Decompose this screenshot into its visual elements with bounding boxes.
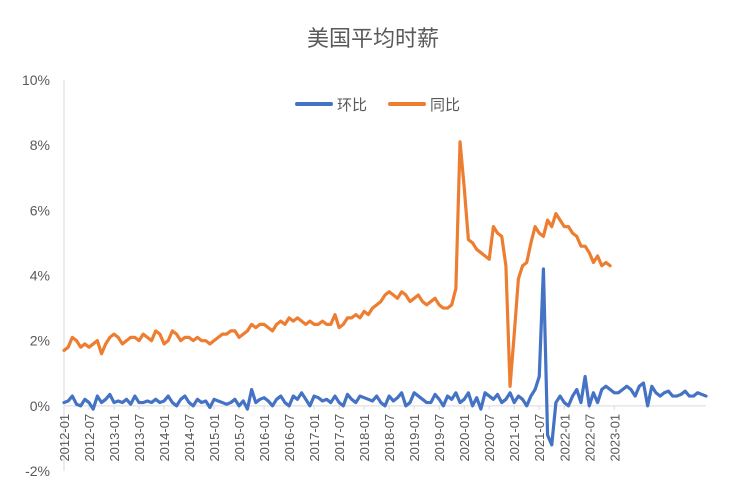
x-tick-label: 2018-01 — [357, 414, 372, 462]
x-tick-label: 2016-01 — [257, 414, 272, 462]
x-axis: 2012-01 2012-07 2013-01 2013-07 2014-01 2014-… — [57, 405, 706, 462]
chart-title: 美国平均时薪 — [307, 27, 439, 52]
series-layer — [62, 140, 708, 447]
x-tick-label: 2021-07 — [532, 414, 547, 462]
x-tick-label: 2013-07 — [132, 414, 147, 462]
x-tick-label: 2015-01 — [207, 414, 222, 462]
y-tick-label: 4% — [30, 268, 50, 284]
x-tick-label: 2012-07 — [82, 414, 97, 462]
y-tick-label: 2% — [30, 333, 50, 349]
x-tick-label: 2014-01 — [157, 414, 172, 462]
series-line-yoy — [62, 140, 612, 388]
x-tick-label: 2014-07 — [182, 414, 197, 462]
x-tick-label: 2022-07 — [582, 414, 597, 462]
x-tick-label: 2017-01 — [307, 414, 322, 462]
legend-label-mom: 环比 — [337, 96, 367, 114]
x-tick-label: 2015-07 — [232, 414, 247, 462]
y-tick-label: 6% — [30, 202, 50, 218]
legend-label-yoy: 同比 — [430, 96, 460, 114]
x-tick-label: 2020-01 — [457, 414, 472, 462]
x-tick-label: 2023-01 — [607, 414, 622, 462]
x-tick-label: 2012-01 — [57, 414, 72, 462]
series-line-mom — [62, 267, 708, 447]
y-tick-label: 8% — [30, 137, 50, 153]
x-tick-label: 2016-07 — [282, 414, 297, 462]
x-tick-label: 2022-01 — [557, 414, 572, 462]
y-tick-label: -2% — [25, 463, 50, 479]
x-tick-label: 2020-07 — [482, 414, 497, 462]
x-tick-label: 2013-01 — [107, 414, 122, 462]
x-tick-label: 2018-07 — [382, 414, 397, 462]
y-tick-label: 10% — [22, 72, 50, 88]
x-tick-label: 2017-07 — [332, 414, 347, 462]
x-tick-label: 2019-07 — [432, 414, 447, 462]
x-tick-label: 2019-01 — [407, 414, 422, 462]
y-tick-label: 0% — [30, 398, 50, 414]
legend: 环比 同比 — [295, 96, 460, 114]
x-tick-label: 2021-01 — [507, 414, 522, 462]
